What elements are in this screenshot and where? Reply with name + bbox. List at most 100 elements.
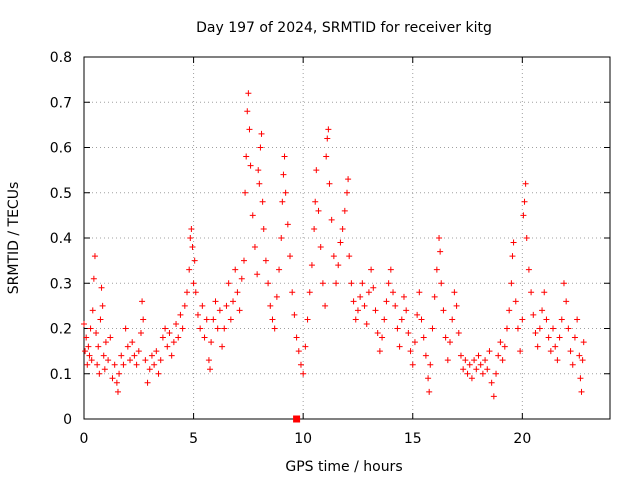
data-point bbox=[436, 235, 443, 241]
data-point bbox=[187, 235, 194, 241]
data-point bbox=[170, 339, 177, 346]
data-point bbox=[519, 316, 526, 323]
x-tick-label: 0 bbox=[80, 431, 89, 447]
data-point bbox=[247, 162, 254, 169]
data-point bbox=[244, 108, 251, 115]
data-point bbox=[323, 153, 330, 160]
data-point bbox=[418, 316, 425, 323]
data-point bbox=[392, 302, 399, 309]
data-point bbox=[451, 289, 458, 296]
data-point bbox=[181, 302, 188, 309]
data-point bbox=[326, 180, 333, 187]
data-point bbox=[427, 361, 434, 368]
data-point bbox=[203, 316, 210, 323]
data-point bbox=[99, 302, 106, 309]
data-point bbox=[139, 298, 146, 305]
data-point bbox=[390, 289, 397, 296]
data-point bbox=[509, 253, 516, 260]
data-point bbox=[276, 266, 283, 273]
data-point bbox=[313, 167, 320, 174]
data-point bbox=[295, 348, 302, 355]
data-point bbox=[281, 153, 288, 160]
data-point bbox=[256, 180, 263, 187]
data-point bbox=[144, 379, 151, 386]
data-point bbox=[212, 298, 219, 305]
data-point bbox=[528, 289, 535, 296]
data-point bbox=[416, 289, 423, 296]
data-point bbox=[93, 330, 100, 337]
data-point bbox=[563, 298, 570, 305]
data-point bbox=[400, 293, 407, 300]
data-point bbox=[534, 343, 541, 350]
data-point bbox=[466, 361, 473, 368]
data-point bbox=[499, 357, 506, 364]
data-point bbox=[506, 307, 513, 314]
data-point bbox=[81, 320, 87, 327]
data-point bbox=[191, 257, 198, 264]
data-point bbox=[530, 311, 537, 318]
data-point bbox=[341, 207, 348, 214]
data-point bbox=[300, 370, 307, 377]
x-tick-label: 20 bbox=[513, 431, 531, 447]
data-point bbox=[164, 343, 171, 350]
data-point bbox=[129, 339, 136, 346]
data-point bbox=[387, 266, 394, 273]
data-point bbox=[127, 357, 134, 364]
data-points bbox=[81, 90, 587, 423]
data-point bbox=[348, 280, 355, 287]
data-point bbox=[315, 207, 322, 214]
data-point bbox=[431, 293, 438, 300]
data-point bbox=[565, 325, 572, 332]
data-point bbox=[306, 289, 313, 296]
data-point bbox=[284, 221, 291, 228]
data-point bbox=[350, 298, 357, 305]
data-point bbox=[258, 130, 265, 137]
data-point bbox=[216, 307, 223, 314]
x-axis-label: GPS time / hours bbox=[285, 459, 402, 475]
data-point bbox=[84, 361, 91, 368]
data-point bbox=[508, 280, 515, 287]
data-point bbox=[91, 253, 98, 260]
data-point bbox=[425, 375, 432, 382]
data-point bbox=[429, 325, 436, 332]
data-point bbox=[175, 334, 182, 341]
data-point bbox=[569, 361, 576, 368]
data-point bbox=[311, 225, 318, 232]
data-point bbox=[523, 235, 530, 241]
data-point bbox=[267, 302, 274, 309]
data-point bbox=[142, 357, 149, 364]
data-point bbox=[522, 180, 529, 187]
data-point bbox=[210, 316, 217, 323]
data-point bbox=[227, 316, 234, 323]
data-point bbox=[383, 298, 390, 305]
data-point bbox=[449, 316, 456, 323]
axis-ticks: 0 0.1 0.2 0.3 0.4 0.5 0.6 0.7 0.8 0 5 10 15 20 bbox=[50, 50, 610, 447]
data-point bbox=[166, 330, 173, 337]
data-point bbox=[497, 339, 504, 346]
data-point bbox=[111, 361, 118, 368]
data-point bbox=[337, 239, 344, 246]
data-point bbox=[289, 289, 296, 296]
data-point bbox=[86, 352, 93, 359]
data-point bbox=[105, 357, 112, 364]
data-point bbox=[510, 239, 517, 246]
data-point bbox=[223, 302, 230, 309]
data-point bbox=[208, 339, 215, 346]
data-point bbox=[240, 257, 247, 264]
data-point bbox=[280, 171, 287, 178]
data-point bbox=[97, 316, 104, 323]
chart-title: Day 197 of 2024, SRMTID for receiver kit… bbox=[196, 20, 492, 36]
data-point bbox=[140, 316, 147, 323]
data-point bbox=[157, 357, 164, 364]
data-point bbox=[521, 198, 528, 205]
data-point bbox=[354, 307, 361, 314]
data-point bbox=[493, 370, 500, 377]
data-point bbox=[398, 316, 405, 323]
data-point bbox=[359, 280, 366, 287]
data-point bbox=[94, 361, 101, 368]
data-point bbox=[488, 379, 495, 386]
data-point bbox=[133, 361, 140, 368]
data-point bbox=[302, 343, 309, 350]
data-point bbox=[344, 189, 350, 196]
